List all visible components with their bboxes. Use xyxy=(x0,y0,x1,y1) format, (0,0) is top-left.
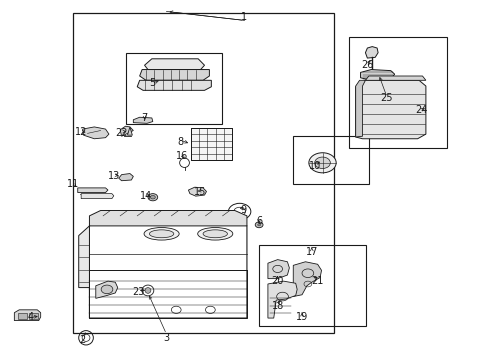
Text: 2: 2 xyxy=(80,334,85,345)
Text: 14: 14 xyxy=(140,191,152,201)
Polygon shape xyxy=(79,226,89,288)
Ellipse shape xyxy=(203,230,227,238)
Polygon shape xyxy=(140,69,209,80)
Text: 18: 18 xyxy=(271,301,283,311)
Text: 25: 25 xyxy=(380,93,392,103)
Text: 20: 20 xyxy=(271,276,283,286)
Text: 8: 8 xyxy=(177,137,183,147)
Circle shape xyxy=(308,153,335,173)
Text: 23: 23 xyxy=(132,287,144,297)
Polygon shape xyxy=(120,126,133,136)
Text: 19: 19 xyxy=(295,312,307,322)
Polygon shape xyxy=(188,187,206,196)
Polygon shape xyxy=(133,117,153,123)
Polygon shape xyxy=(144,59,204,69)
Text: 5: 5 xyxy=(148,78,155,88)
Polygon shape xyxy=(355,80,425,139)
Polygon shape xyxy=(89,211,246,226)
Polygon shape xyxy=(82,127,109,139)
Polygon shape xyxy=(14,310,41,320)
Text: 16: 16 xyxy=(176,151,188,161)
Bar xyxy=(259,244,366,326)
Text: 11: 11 xyxy=(66,179,79,189)
Polygon shape xyxy=(78,188,108,193)
Text: 9: 9 xyxy=(240,206,246,216)
Text: 3: 3 xyxy=(163,333,169,343)
Polygon shape xyxy=(127,127,132,135)
Text: 10: 10 xyxy=(308,161,321,171)
Polygon shape xyxy=(267,281,297,318)
Polygon shape xyxy=(81,194,114,199)
Polygon shape xyxy=(119,174,133,181)
Polygon shape xyxy=(137,80,211,90)
Bar xyxy=(348,37,446,148)
Text: 12: 12 xyxy=(75,127,87,136)
Text: 26: 26 xyxy=(361,60,373,70)
Circle shape xyxy=(150,195,155,199)
Polygon shape xyxy=(293,262,321,297)
Text: 24: 24 xyxy=(414,105,427,115)
Bar xyxy=(73,13,333,333)
Text: 6: 6 xyxy=(256,216,262,226)
Polygon shape xyxy=(96,281,118,298)
Text: 1: 1 xyxy=(241,12,247,22)
Polygon shape xyxy=(267,260,289,279)
Bar xyxy=(18,313,26,319)
Bar xyxy=(190,128,232,160)
Circle shape xyxy=(101,285,113,294)
Ellipse shape xyxy=(145,288,151,293)
Circle shape xyxy=(255,222,263,228)
Bar xyxy=(29,313,38,319)
Polygon shape xyxy=(365,46,377,58)
Bar xyxy=(126,53,221,125)
Circle shape xyxy=(314,157,330,168)
Text: 7: 7 xyxy=(141,113,147,123)
Text: 13: 13 xyxy=(107,171,120,181)
Polygon shape xyxy=(355,80,365,137)
Text: 15: 15 xyxy=(194,187,206,197)
Polygon shape xyxy=(360,69,394,80)
Ellipse shape xyxy=(144,228,179,240)
Text: 17: 17 xyxy=(305,247,317,257)
Circle shape xyxy=(257,224,260,226)
Text: 21: 21 xyxy=(311,276,323,286)
Ellipse shape xyxy=(197,228,232,240)
Ellipse shape xyxy=(149,230,173,238)
Text: 22: 22 xyxy=(115,128,127,138)
Text: 4: 4 xyxy=(28,312,34,322)
Bar xyxy=(293,136,368,184)
Circle shape xyxy=(148,194,158,201)
Polygon shape xyxy=(365,76,425,80)
